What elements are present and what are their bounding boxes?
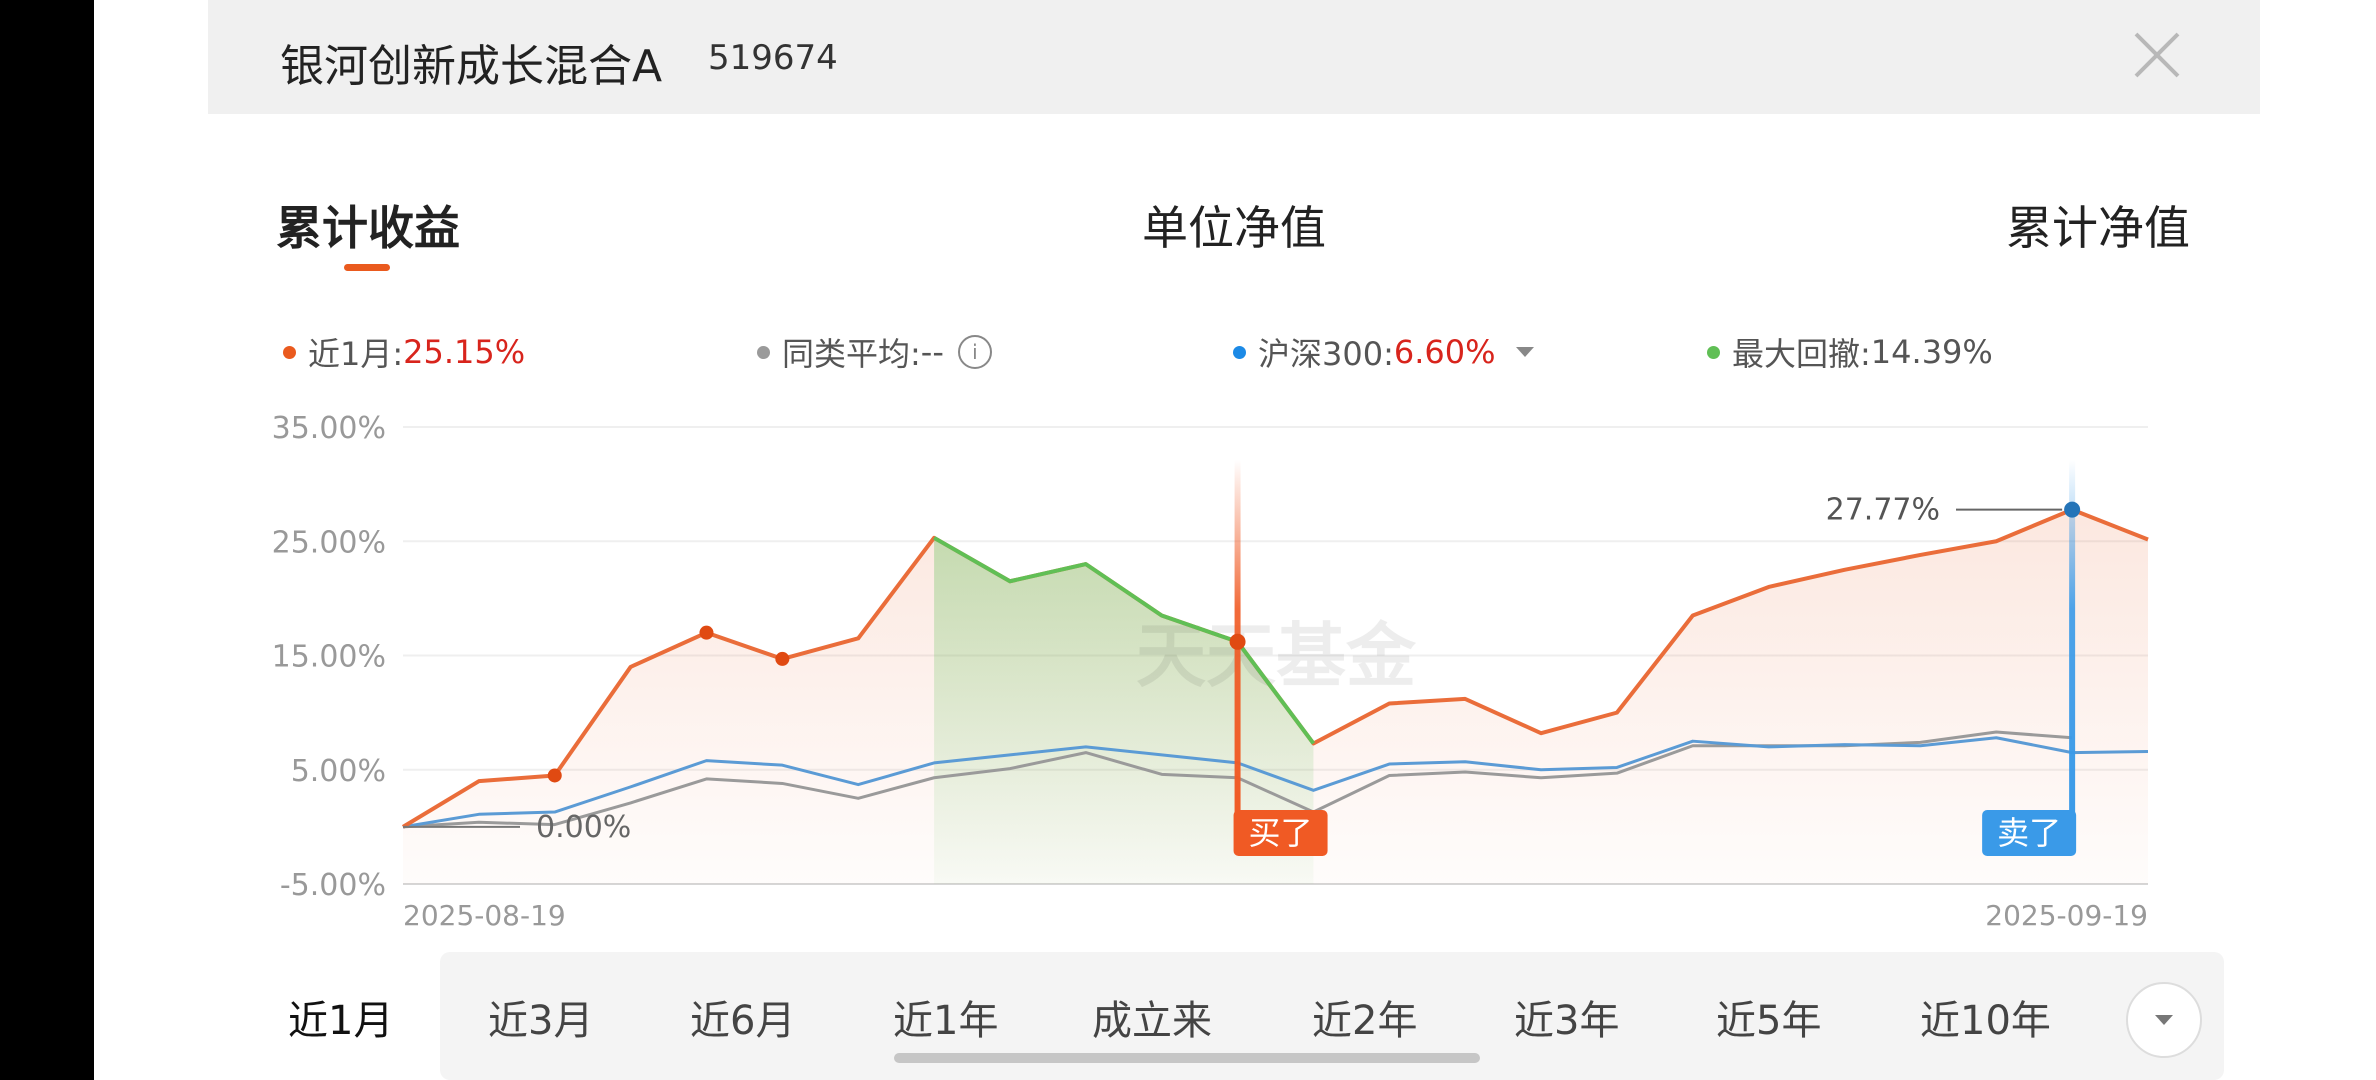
drawdown-line (933, 536, 1316, 745)
legend-dot-fund (283, 345, 296, 359)
legend-dot-benchmark (1233, 345, 1246, 359)
legend-average-value: -- (920, 333, 944, 371)
watermark: 天天基金 (1136, 614, 1417, 697)
range-tab-0[interactable]: 近1月 (288, 998, 394, 1044)
range-scrollbar[interactable] (894, 1053, 1480, 1063)
y-tick-label: 25.00% (272, 525, 386, 560)
legend-average: 同类平均: -- i (757, 329, 992, 375)
x-start-label: 2025-08-19 (403, 899, 566, 932)
close-icon[interactable] (2132, 30, 2182, 80)
range-tab-3[interactable]: 近1年 (893, 998, 999, 1044)
fund-point (547, 768, 562, 783)
legend-fund-value: 25.15% (403, 333, 526, 371)
legend-dot-drawdown (1707, 345, 1720, 359)
active-tab-indicator (344, 264, 390, 271)
y-tick-label: 15.00% (272, 640, 386, 675)
fund-name: 银河创新成长混合A (280, 41, 663, 92)
range-tab-1[interactable]: 近3月 (488, 998, 594, 1044)
fund-header: 银河创新成长混合A 519674 (208, 0, 2260, 114)
drawdown-area (934, 537, 1314, 884)
range-tab-5[interactable]: 近2年 (1312, 998, 1418, 1044)
buy-point (1229, 633, 1246, 650)
x-end-label: 2025-09-19 (1985, 899, 2148, 932)
fund-point (775, 651, 790, 666)
legend-benchmark-value: 6.60% (1393, 333, 1496, 371)
fund-point (699, 625, 714, 640)
chevron-down-icon (2155, 1015, 2173, 1025)
peak-label: 27.77% (1826, 493, 1940, 528)
legend-benchmark-label: 沪深300: (1258, 335, 1394, 373)
range-tab-2[interactable]: 近6月 (690, 998, 796, 1044)
buy-badge (1233, 810, 1328, 856)
legend-drawdown-label: 最大回撤: (1732, 335, 1871, 373)
sell-marker-line (2069, 460, 2076, 832)
return-chart: 35.00% 25.00% 15.00% 5.00% -5.00% 2025-08-19 2… (272, 411, 2149, 932)
caret-down-icon[interactable] (1515, 347, 1534, 357)
sell-badge (1982, 810, 2077, 856)
buy-label: 买了 (1249, 814, 1313, 852)
legend-fund: 近1月: 25.15% (283, 329, 525, 375)
range-tab-7[interactable]: 近5年 (1716, 998, 1822, 1044)
legend-dot-average (757, 345, 770, 359)
range-tab-6[interactable]: 近3年 (1514, 998, 1620, 1044)
tab-cumulative-return[interactable]: 累计收益 (276, 201, 460, 255)
tab-unit-nav[interactable]: 单位净值 (1142, 201, 1326, 255)
legend-benchmark: 沪深300: 6.60% (1233, 329, 1534, 375)
start-label: 0.00% (536, 810, 631, 845)
y-tick-label: -5.00% (280, 868, 386, 903)
legend-drawdown: 最大回撤: 14.39% (1707, 329, 1993, 375)
fund-code: 519674 (708, 38, 838, 78)
info-icon[interactable]: i (957, 335, 992, 369)
y-tick-label: 35.00% (272, 411, 386, 446)
benchmark-line (402, 736, 2149, 829)
sell-point (2064, 501, 2081, 518)
left-edge-bar (0, 0, 94, 1080)
sell-label: 卖了 (1997, 814, 2061, 852)
y-tick-label: 5.00% (291, 754, 386, 789)
range-tab-4[interactable]: 成立来 (1092, 998, 1212, 1044)
legend-fund-label: 近1月: (308, 335, 404, 373)
legend-drawdown-value: 14.39% (1870, 333, 1993, 371)
tab-cumulative-nav[interactable]: 累计净值 (2006, 201, 2190, 255)
more-ranges-button[interactable] (2126, 982, 2202, 1058)
legend-average-label: 同类平均: (782, 335, 921, 373)
range-tab-8[interactable]: 近10年 (1920, 998, 2051, 1044)
